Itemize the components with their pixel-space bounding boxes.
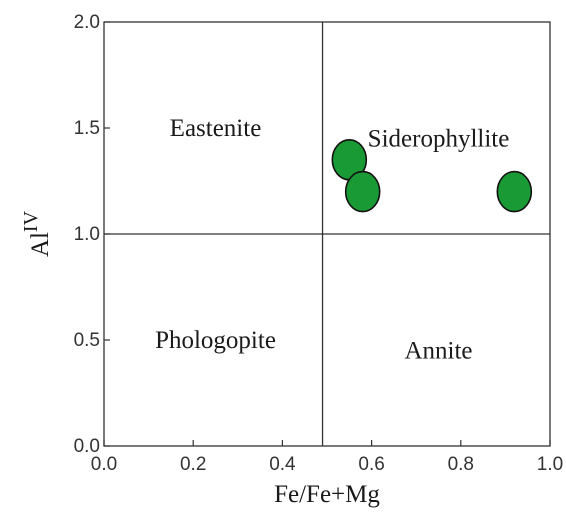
x-tick-label: 0.6: [358, 454, 384, 475]
data-point: [344, 170, 381, 213]
y-axis-label-base: Al: [27, 232, 54, 257]
field-label-eastenite: Eastenite: [170, 115, 262, 142]
x-tick-label: 1.0: [537, 454, 563, 475]
field-label-phologopite: Phologopite: [155, 327, 276, 354]
x-axis-ticks: 0.0 0.2 0.4 0.6 0.8 1.0: [91, 440, 563, 475]
y-axis-ticks: 0.0 0.5 1.0 1.5 2.0: [74, 12, 110, 457]
x-tick-label: 0.0: [91, 454, 117, 475]
y-axis-label-superscript: IV: [20, 210, 42, 232]
x-tick-label: 0.2: [180, 454, 206, 475]
field-labels: Eastenite Siderophyllite Phologopite Annite: [155, 115, 509, 365]
x-axis-label: Fe/Fe+Mg: [274, 481, 380, 508]
data-point: [496, 170, 533, 213]
x-tick-label: 0.4: [269, 454, 296, 475]
y-tick-label: 0.0: [74, 436, 100, 457]
y-axis-label: AlIV: [20, 210, 54, 257]
field-label-annite: Annite: [404, 338, 472, 365]
y-tick-label: 2.0: [74, 12, 100, 33]
y-tick-label: 0.5: [74, 330, 100, 351]
field-dividers: [104, 22, 550, 446]
y-tick-label: 1.0: [74, 224, 100, 245]
field-label-siderophyllite: Siderophyllite: [368, 126, 510, 153]
x-tick-label: 0.8: [448, 454, 474, 475]
y-tick-label: 1.5: [74, 118, 100, 139]
data-points: [331, 139, 533, 213]
